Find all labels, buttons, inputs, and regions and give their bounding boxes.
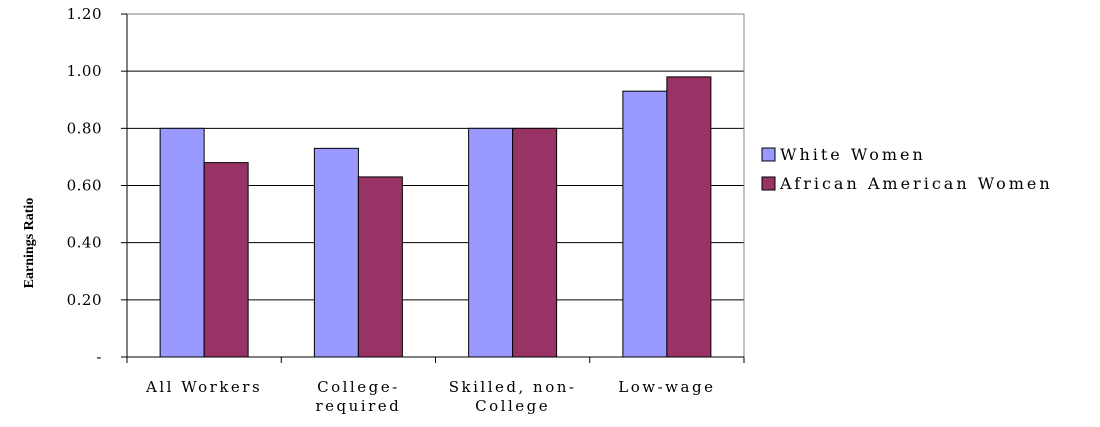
y-tick-label: 1.20 [67,5,102,23]
bar-african-american-women-2 [512,127,558,358]
bar-african-american-women-0 [203,162,249,358]
y-tick-label: 0.80 [67,119,102,137]
y-tick-labels: - 0.20 0.40 0.60 0.80 1.00 1.20 [67,5,102,366]
y-tick-label: 0.20 [67,291,102,309]
x-category-label: Low-wage [618,378,715,396]
y-axis-title: Earnings Ratio [22,198,37,289]
legend-label: African American Women [779,174,1053,193]
bar-african-american-women-1 [357,176,403,358]
y-tick-label: - [96,348,102,366]
x-category-label: College [475,397,550,415]
x-category-labels: All Workers College-required Skilled, non-… [145,378,715,415]
bar-african-american-women-3 [666,76,712,358]
legend-swatch [761,176,776,191]
x-category-label: College- [317,378,400,396]
legend-swatch [761,147,776,162]
bar-white-women-2 [468,127,514,358]
y-tick-label: 1.00 [67,62,102,80]
legend-label: White Women [780,145,926,164]
bar-white-women-0 [159,127,205,358]
bar-white-women-3 [622,90,668,358]
axes [121,13,745,363]
x-category-label: required [315,397,401,415]
bar-white-women-1 [313,147,359,358]
bars [159,76,712,358]
y-tick-label: 0.40 [67,234,102,252]
legend: White Women African American Women [761,145,1053,193]
y-tick-label: 0.60 [67,177,102,195]
x-category-label: All Workers [145,378,262,396]
x-category-label: Skilled, non- [449,378,577,396]
